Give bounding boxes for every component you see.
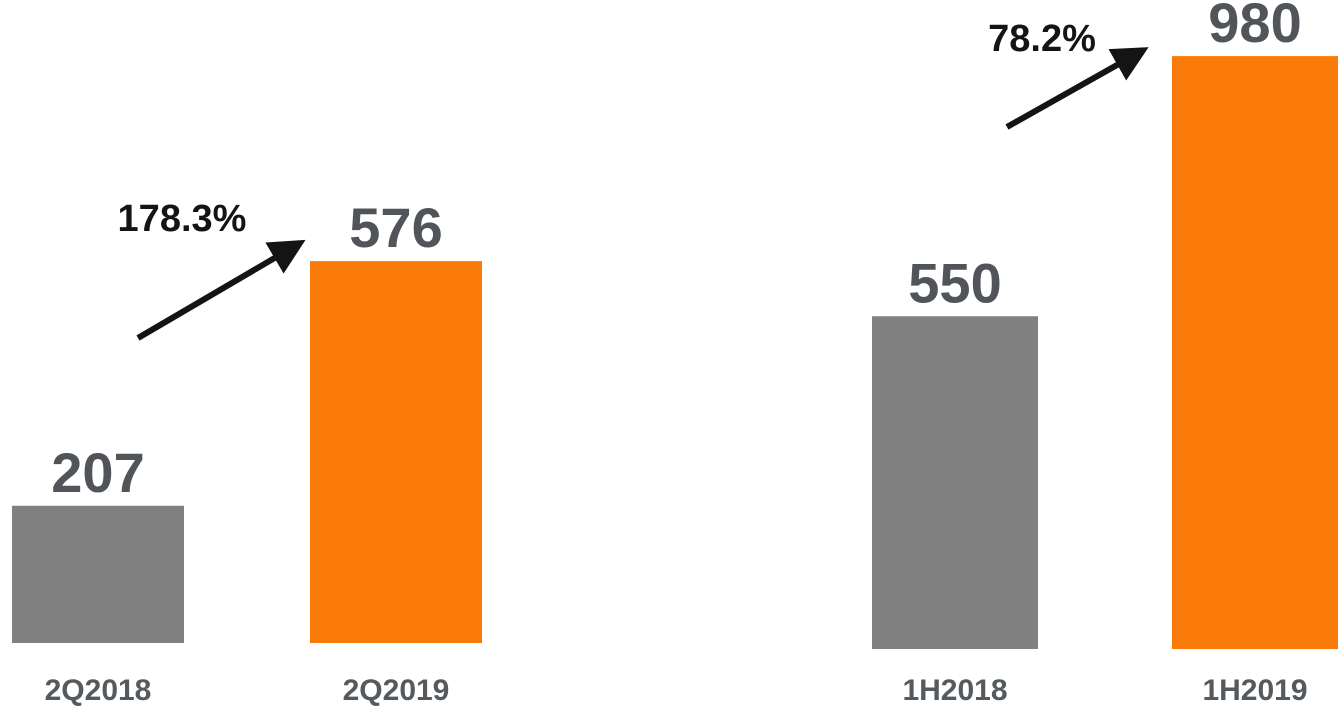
category-label: 1H2019 (1202, 674, 1307, 707)
bar (1172, 56, 1338, 650)
value-label: 576 (349, 196, 442, 259)
growth-annotation: 78.2% (988, 18, 1096, 60)
growth-annotation: 178.3% (118, 198, 247, 240)
growth-arrow (136, 239, 306, 341)
bar (310, 261, 482, 643)
bar (872, 316, 1038, 649)
category-label: 2Q2019 (343, 674, 450, 707)
value-label: 207 (51, 441, 144, 504)
value-label: 980 (1208, 0, 1301, 54)
value-label: 550 (908, 251, 1001, 314)
category-label: 1H2018 (902, 674, 1007, 707)
bar (12, 505, 184, 643)
category-label: 2Q2018 (45, 674, 152, 707)
growth-arrow (1005, 47, 1149, 130)
